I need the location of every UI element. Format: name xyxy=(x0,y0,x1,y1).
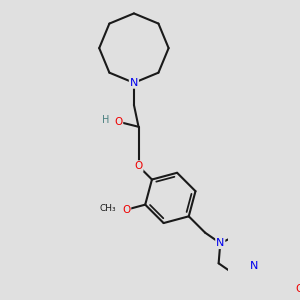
Text: O: O xyxy=(134,161,143,171)
Text: N: N xyxy=(249,261,258,271)
Text: O: O xyxy=(122,205,130,215)
Text: CH₃: CH₃ xyxy=(100,203,116,212)
Text: O: O xyxy=(114,117,122,127)
Text: O: O xyxy=(295,284,300,294)
Text: N: N xyxy=(216,238,224,248)
Text: H: H xyxy=(103,115,110,125)
Text: N: N xyxy=(130,78,138,88)
